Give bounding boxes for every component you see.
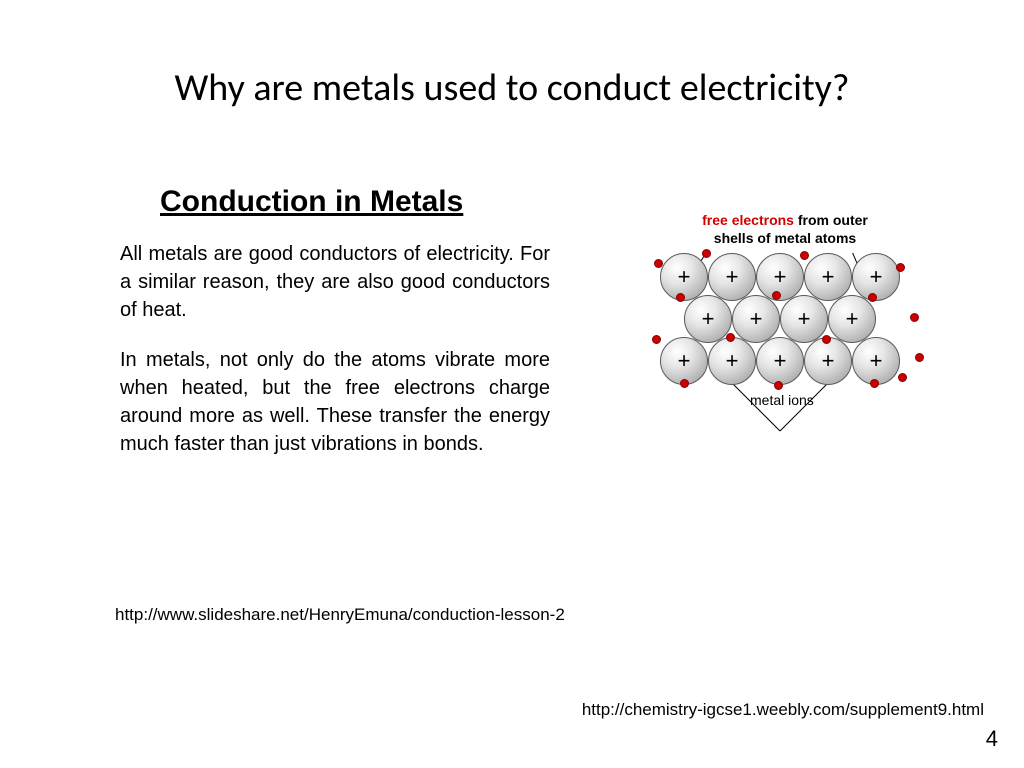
metal-lattice-diagram: free electrons from outer shells of meta… xyxy=(640,212,930,413)
lattice-area: ++++++++++++++ xyxy=(640,253,930,413)
metal-ion: + xyxy=(828,295,876,343)
free-electron xyxy=(870,379,879,388)
free-electron xyxy=(774,381,783,390)
body-text: All metals are good conductors of electr… xyxy=(120,240,550,480)
free-electron xyxy=(702,249,711,258)
free-electron xyxy=(772,291,781,300)
section-heading: Conduction in Metals xyxy=(160,185,463,219)
source-url-right: http://chemistry-igcse1.weebly.com/suppl… xyxy=(582,700,984,720)
metal-ion: + xyxy=(660,337,708,385)
free-electron xyxy=(800,251,809,260)
free-electron xyxy=(898,373,907,382)
metal-ion: + xyxy=(780,295,828,343)
slide-title: Why are metals used to conduct electrici… xyxy=(0,65,1024,111)
source-url-left: http://www.slideshare.net/HenryEmuna/con… xyxy=(115,605,565,625)
free-electron xyxy=(726,333,735,342)
page-number: 4 xyxy=(986,726,998,752)
free-electron xyxy=(680,379,689,388)
metal-ion: + xyxy=(756,337,804,385)
metal-ion: + xyxy=(708,337,756,385)
free-electron xyxy=(676,293,685,302)
free-electron xyxy=(896,263,905,272)
diagram-caption-top: free electrons from outer shells of meta… xyxy=(640,212,930,247)
ion-label: metal ions xyxy=(750,392,814,408)
metal-ion: + xyxy=(852,337,900,385)
free-electron xyxy=(822,335,831,344)
metal-ion: + xyxy=(684,295,732,343)
metal-ion: + xyxy=(804,253,852,301)
paragraph-1: All metals are good conductors of electr… xyxy=(120,240,550,324)
caption-line2: shells of metal atoms xyxy=(714,230,856,246)
caption-red: free electrons xyxy=(702,212,794,228)
free-electron xyxy=(915,353,924,362)
metal-ion: + xyxy=(708,253,756,301)
free-electron xyxy=(652,335,661,344)
free-electron xyxy=(868,293,877,302)
free-electron xyxy=(910,313,919,322)
paragraph-2: In metals, not only do the atoms vibrate… xyxy=(120,346,550,458)
metal-ion: + xyxy=(804,337,852,385)
caption-rest: from outer xyxy=(794,212,868,228)
free-electron xyxy=(654,259,663,268)
metal-ion: + xyxy=(732,295,780,343)
